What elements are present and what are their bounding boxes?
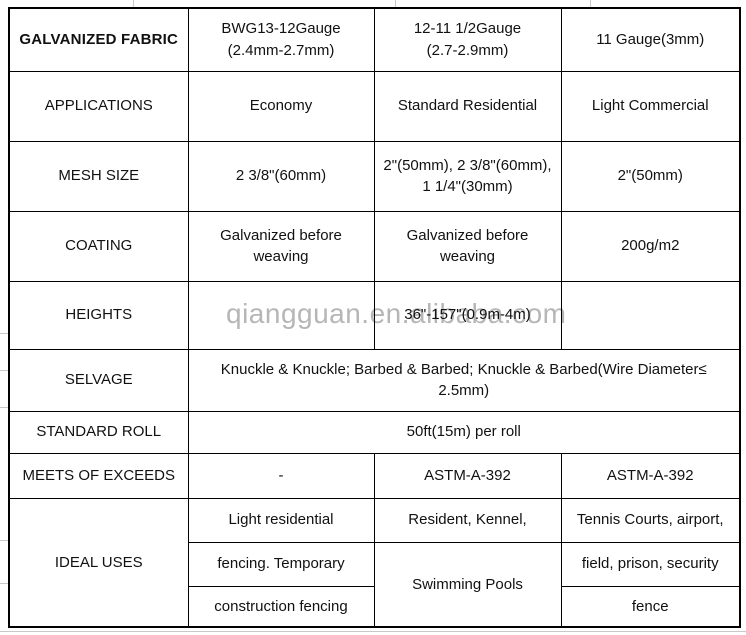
cell-heights-col3 [560, 280, 741, 350]
gridline-stub-left [0, 333, 8, 334]
row-ideal-uses-1: IDEAL USES Light residential Resident, K… [8, 497, 741, 628]
row-mesh-size: MESH SIZE 2 3/8"(60mm) 2"(50mm), 2 3/8"(… [8, 140, 741, 212]
cell-meets-col3: ASTM-A-392 [560, 452, 741, 499]
cell-applications-col2: Standard Residential [373, 70, 562, 142]
gridline-stub-top [590, 0, 591, 7]
cell-mesh-size-col1: 2 3/8"(60mm) [187, 140, 375, 212]
cell-ideal-uses-col2-line2: Swimming Pools [373, 541, 562, 628]
gridline-stub-left [0, 540, 8, 541]
cell-selvage-merged: Knuckle & Knuckle; Barbed & Barbed; Knuc… [187, 348, 741, 412]
cell-heights-col2: 36"-157"(0.9m-4m) [373, 280, 562, 350]
row-coating: COATING Galvanized before weaving Galvan… [8, 210, 741, 282]
row-label-coating: COATING [8, 210, 189, 282]
row-label-applications: APPLICATIONS [8, 70, 189, 142]
row-label-selvage: SELVAGE [8, 348, 189, 412]
row-label-meets-of-exceeds: MEETS OF EXCEEDS [8, 452, 189, 499]
row-ideal-uses-2: fencing. Temporary Swimming Pools field,… [9, 541, 741, 628]
cell-gauge-col1: BWG13-12Gauge (2.4mm-2.7mm) [187, 7, 375, 72]
row-galvanized-fabric: GALVANIZED FABRIC BWG13-12Gauge (2.4mm-2… [8, 7, 741, 72]
cell-ideal-uses-col3-line3: fence [560, 585, 741, 628]
cell-mesh-size-col3: 2"(50mm) [560, 140, 741, 212]
row-label-heights: HEIGHTS [8, 280, 189, 350]
row-meets-of-exceeds: MEETS OF EXCEEDS - ASTM-A-392 ASTM-A-392 [8, 452, 741, 499]
cell-applications-col1: Economy [187, 70, 375, 142]
row-ideal-uses-3: construction fencing fence [9, 585, 741, 628]
cell-gauge-col3: 11 Gauge(3mm) [560, 7, 741, 72]
cell-ideal-uses-col1-line3: construction fencing [187, 585, 375, 628]
cell-ideal-uses-col3-line2: field, prison, security [560, 541, 741, 587]
row-applications: APPLICATIONS Economy Standard Residentia… [8, 70, 741, 142]
cell-coating-col1: Galvanized before weaving [187, 210, 375, 282]
cell-meets-col1: - [187, 452, 375, 499]
cell-gauge-col2: 12-11 1/2Gauge (2.7-2.9mm) [373, 7, 562, 72]
gridline-stub-top [133, 0, 134, 7]
gridline-stub-top [395, 0, 396, 7]
cell-ideal-uses-col1-line2: fencing. Temporary [187, 541, 375, 587]
cell-coating-col2: Galvanized before weaving [373, 210, 562, 282]
galvanized-fabric-spec-table: GALVANIZED FABRIC BWG13-12Gauge (2.4mm-2… [8, 7, 741, 628]
gridline-bottom [0, 631, 746, 632]
cell-ideal-uses-col1-line1: Light residential [187, 497, 375, 543]
row-selvage: SELVAGE Knuckle & Knuckle; Barbed & Barb… [8, 348, 741, 412]
cell-ideal-uses-col3-line1: Tennis Courts, airport, [560, 497, 741, 543]
cell-applications-col3: Light Commercial [560, 70, 741, 142]
row-label-galvanized-fabric: GALVANIZED FABRIC [8, 7, 189, 72]
cell-heights-col1 [187, 280, 375, 350]
row-heights: HEIGHTS 36"-157"(0.9m-4m) [8, 280, 741, 350]
cell-mesh-size-col2: 2"(50mm), 2 3/8"(60mm), 1 1/4"(30mm) [373, 140, 562, 212]
cell-ideal-uses-col2-line1: Resident, Kennel, [373, 497, 562, 543]
gridline-stub-left [0, 583, 8, 584]
cell-standard-roll-merged: 50ft(15m) per roll [187, 410, 741, 454]
row-standard-roll: STANDARD ROLL 50ft(15m) per roll [8, 410, 741, 454]
gridline-stub-left [0, 407, 8, 408]
cell-coating-col3: 200g/m2 [560, 210, 741, 282]
gridline-stub-left [0, 370, 8, 371]
row-label-standard-roll: STANDARD ROLL [8, 410, 189, 454]
row-label-mesh-size: MESH SIZE [8, 140, 189, 212]
row-label-ideal-uses: IDEAL USES [8, 497, 189, 628]
cell-meets-col2: ASTM-A-392 [373, 452, 562, 499]
